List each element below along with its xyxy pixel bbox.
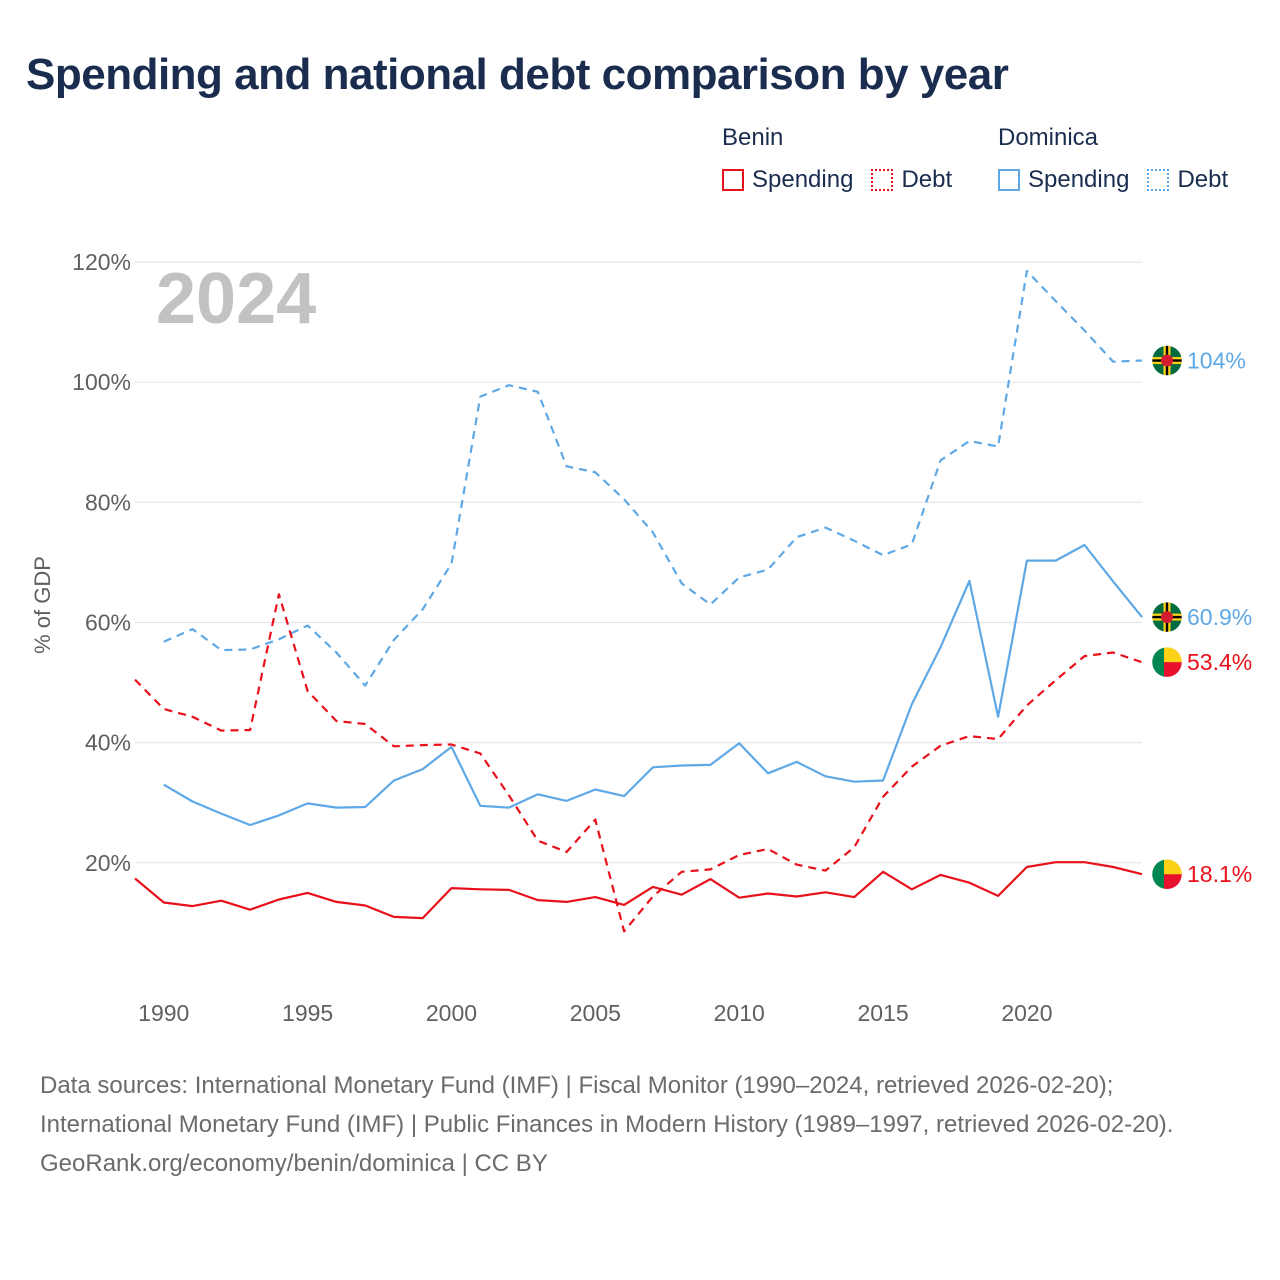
series-line-benin-debt[interactable]	[134, 593, 1143, 933]
dominica-flag-icon	[1151, 345, 1183, 376]
series-lines	[134, 269, 1143, 933]
x-tick-label: 1990	[138, 1000, 189, 1026]
line-chart: 2024 20% 40% 60% 80% 100% 120% 1990 1995 2000 20…	[30, 249, 1252, 1026]
y-tick-label: 120%	[72, 249, 131, 275]
x-tick-label: 1995	[282, 1000, 333, 1026]
dominica-flag-icon	[1151, 601, 1183, 633]
chart-title: Spending and national debt comparison by…	[26, 50, 1009, 99]
y-tick-label: 20%	[85, 850, 131, 876]
benin-flag-icon	[1151, 858, 1183, 890]
legend-label-benin-spending: Spending	[752, 166, 854, 193]
x-axis-ticks: 1990 1995 2000 2005 2010 2015 2020	[138, 1000, 1052, 1026]
legend-label-benin-debt: Debt	[901, 166, 953, 193]
series-endpoints: 104% 60.9% 53.4% 18.1%	[1151, 345, 1252, 890]
legend-swatch-benin-spending	[722, 169, 744, 191]
legend-swatch-dominica-spending	[998, 169, 1020, 191]
credit-link[interactable]: GeoRank.org/economy/benin/dominica | CC …	[40, 1150, 548, 1177]
series-line-dominica-debt[interactable]	[163, 269, 1143, 687]
x-tick-label: 2020	[1001, 1000, 1052, 1026]
legend-dominica-spending[interactable]: Spending	[998, 166, 1129, 194]
y-axis-ticks: 20% 40% 60% 80% 100% 120%	[72, 249, 131, 876]
end-label-dominica-spending: 60.9%	[1187, 604, 1252, 630]
y-tick-label: 100%	[72, 369, 131, 395]
series-line-benin-spending[interactable]	[134, 861, 1143, 920]
y-tick-label: 60%	[85, 610, 131, 636]
y-tick-label: 80%	[85, 489, 131, 515]
benin-flag-icon	[1151, 646, 1183, 678]
legend-swatch-dominica-debt	[1147, 169, 1170, 191]
legend-dominica: Dominica Spending Debt	[998, 124, 1246, 194]
data-sources: Data sources: International Monetary Fun…	[40, 1072, 1174, 1138]
x-tick-label: 2000	[426, 1000, 477, 1026]
x-tick-label: 2015	[857, 1000, 908, 1026]
legend-label-dominica-spending: Spending	[1028, 166, 1130, 193]
legend-swatch-benin-debt	[871, 169, 894, 191]
y-tick-label: 40%	[85, 730, 131, 756]
legend-benin-debt[interactable]: Debt	[871, 166, 952, 194]
y-axis-label: % of GDP	[30, 556, 55, 654]
year-watermark: 2024	[156, 259, 316, 339]
end-label-benin-debt: 53.4%	[1187, 649, 1252, 675]
legend-benin: Benin Spending Debt	[722, 124, 970, 194]
legend-benin-title: Benin	[722, 124, 784, 151]
gridlines	[135, 261, 1142, 864]
legend-dominica-debt[interactable]: Debt	[1147, 166, 1228, 194]
x-tick-label: 2010	[714, 1000, 765, 1026]
end-label-dominica-debt: 104%	[1187, 348, 1246, 374]
x-tick-label: 2005	[570, 1000, 621, 1026]
footer: Data sources: International Monetary Fun…	[40, 1066, 1240, 1183]
end-label-benin-spending: 18.1%	[1187, 861, 1252, 887]
series-line-dominica-spending[interactable]	[163, 543, 1143, 827]
legend-benin-spending[interactable]: Spending	[722, 166, 853, 194]
legend-dominica-title: Dominica	[998, 124, 1099, 151]
legend-label-dominica-debt: Debt	[1177, 166, 1229, 193]
